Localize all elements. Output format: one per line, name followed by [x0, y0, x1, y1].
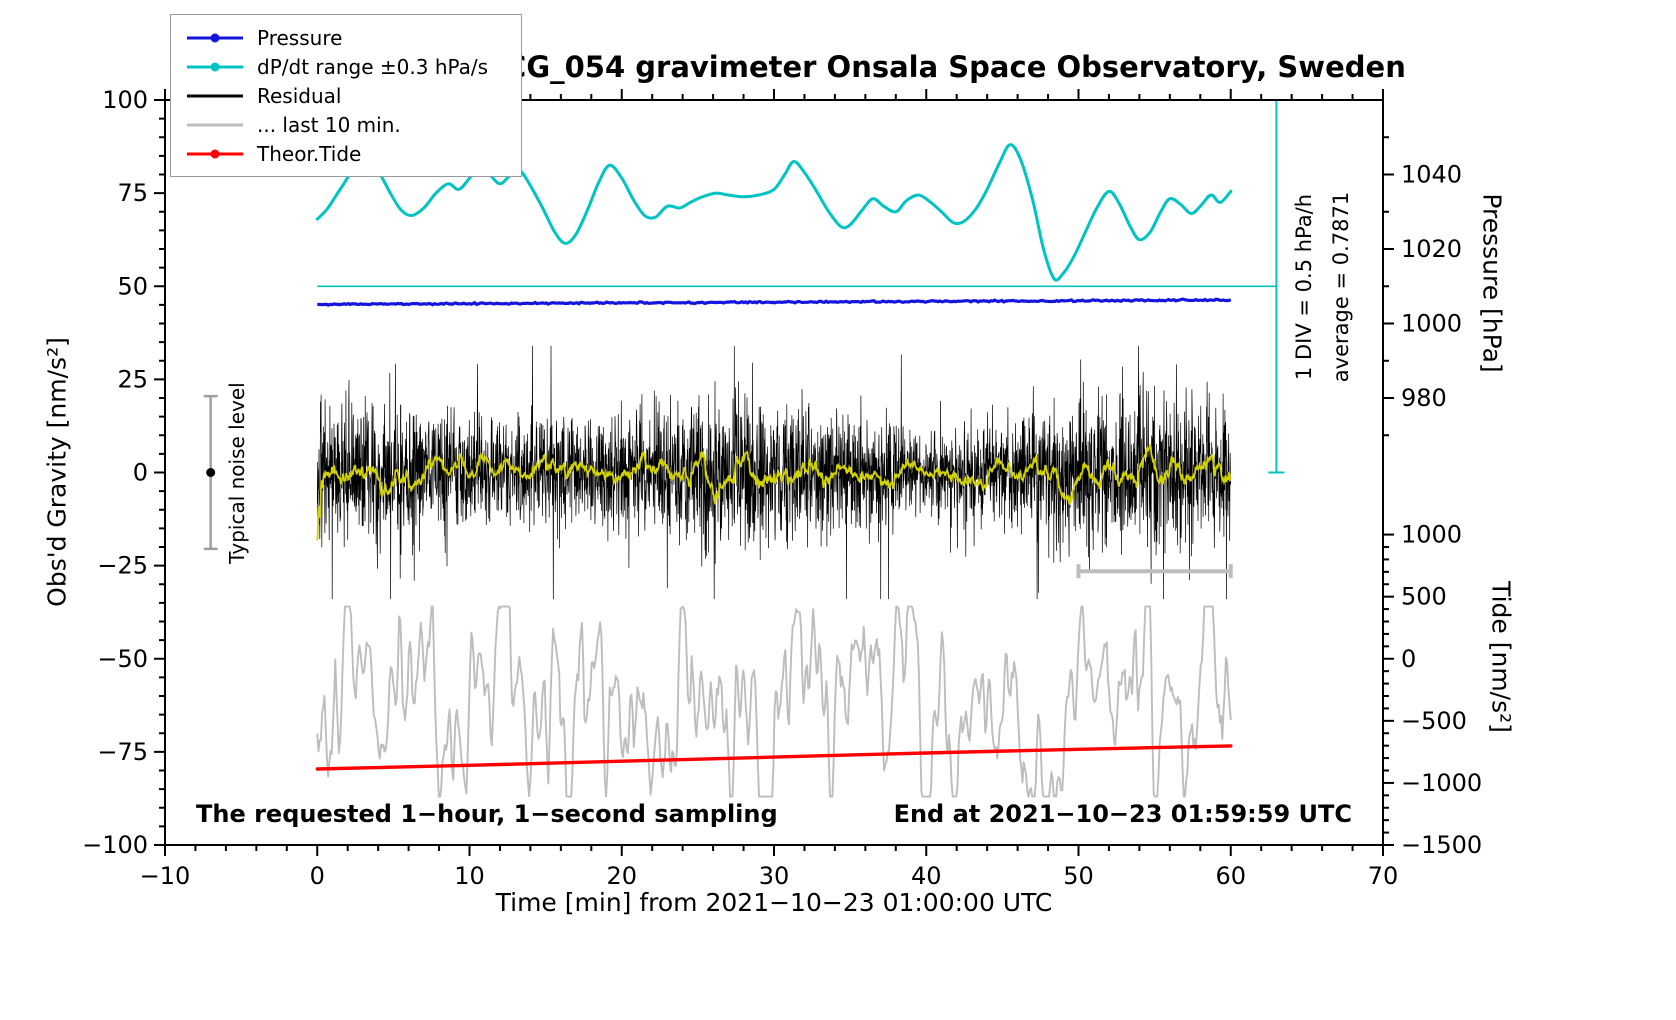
legend-marker: [185, 53, 245, 80]
series-last10: [316, 605, 1232, 798]
series-residual: [316, 345, 1232, 600]
legend-label: Pressure: [257, 25, 343, 50]
pressure-axis-label: Pressure [hPa]: [1477, 193, 1507, 373]
chart-title: SCG_054 gravimeter Onsala Space Observat…: [484, 50, 1406, 84]
x-tick-label: 20: [606, 862, 637, 890]
legend-marker: [185, 140, 245, 167]
x-tick-label: −10: [140, 862, 191, 890]
y-tick-label: −75: [97, 738, 148, 766]
legend-marker: [185, 82, 245, 109]
x-tick-label: 50: [1063, 862, 1094, 890]
y-tick-label: 50: [117, 272, 148, 300]
tide-tick-label: 0: [1401, 645, 1416, 673]
markers-group: [203, 99, 1285, 579]
y-tick-label: −50: [97, 645, 148, 673]
tide-tick-label: 1000: [1401, 521, 1462, 549]
y-tick-label: 0: [133, 459, 148, 487]
series-tide: [315, 744, 1233, 771]
pressure-tick-label: 1040: [1401, 161, 1462, 189]
x-axis-label: Time [min] from 2021−10−23 01:00:00 UTC: [495, 888, 1053, 917]
sampling-info-text: The requested 1−hour, 1−second sampling: [196, 800, 778, 828]
tide-tick-label: 500: [1401, 583, 1447, 611]
x-tick-label: 60: [1215, 862, 1246, 890]
pressure-tick-label: 980: [1401, 384, 1447, 412]
legend-label: ... last 10 min.: [257, 112, 401, 137]
series-residual_smooth: [316, 443, 1231, 541]
legend-label: Residual: [257, 83, 342, 108]
end-time-text: End at 2021−10−23 01:59:59 UTC: [893, 800, 1352, 828]
tide-tick-label: −500: [1401, 707, 1467, 735]
typical-noise-level-label: Typical noise level: [225, 382, 249, 564]
pressure-tick-label: 1000: [1401, 310, 1462, 338]
legend-item-3: ... last 10 min.: [185, 111, 507, 138]
legend-item-2: Residual: [185, 82, 507, 109]
legend-label: Theor.Tide: [257, 141, 362, 166]
legend-item-1: dP/dt range ±0.3 hPa/s: [185, 53, 507, 80]
legend-item-4: Theor.Tide: [185, 140, 507, 167]
average-annotation: average = 0.7871: [1329, 191, 1353, 383]
x-tick-label: 70: [1368, 862, 1399, 890]
y-tick-label: 25: [117, 365, 148, 393]
legend-marker: [185, 111, 245, 138]
tide-tick-label: −1500: [1401, 831, 1482, 859]
legend-marker: [185, 24, 245, 51]
noise-level-marker: [203, 394, 218, 551]
y-tick-label: 100: [102, 86, 148, 114]
tick-labels: −10 0 10 20 30 40 50 60 70−100−75−50−25025507510…: [82, 86, 1482, 890]
y-tick-label: −100: [82, 831, 148, 859]
y-tick-label: −25: [97, 552, 148, 580]
tide-axis-label: Tide [nm/s²]: [1486, 581, 1516, 733]
y-axis-label: Obs'd Gravity [nm/s²]: [42, 337, 72, 607]
legend-label: dP/dt range ±0.3 hPa/s: [257, 54, 489, 79]
ten-minute-scale-bar: [1076, 564, 1233, 579]
x-tick-label: 40: [911, 862, 942, 890]
x-tick-label: 30: [759, 862, 790, 890]
div-scale-annotation: 1 DIV = 0.5 hPa/h: [1292, 193, 1316, 381]
series-pressure: [317, 297, 1232, 307]
series-group: [315, 143, 1277, 798]
pressure-tick-label: 1020: [1401, 235, 1462, 263]
legend-box: Pressure dP/dt range ±0.3 hPa/s Residual..…: [170, 14, 522, 177]
axes-group: −10 0 10 20 30 40 50 60 70−100−75−50−25025507510…: [82, 86, 1482, 890]
legend-item-0: Pressure: [185, 24, 507, 51]
tide-tick-label: −1000: [1401, 769, 1482, 797]
y-tick-label: 75: [117, 179, 148, 207]
x-tick-label: 0: [310, 862, 325, 890]
x-tick-label: 10: [454, 862, 485, 890]
